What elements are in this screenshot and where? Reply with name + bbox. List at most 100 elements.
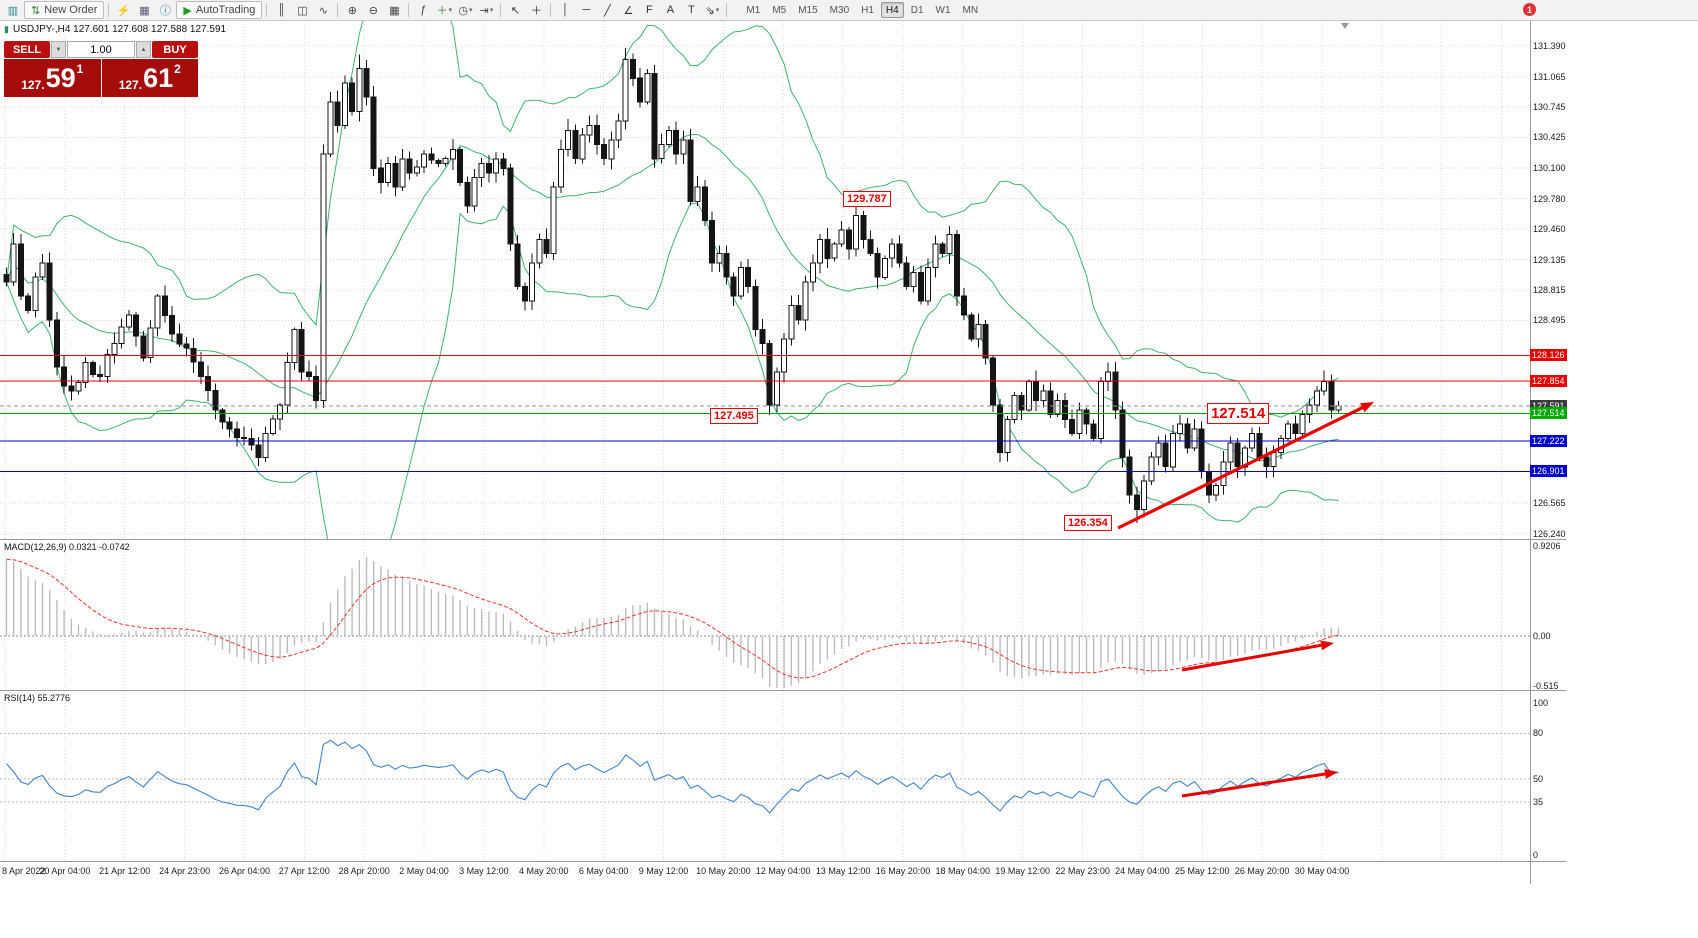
- time-axis-label: 16 May 20:00: [875, 866, 931, 876]
- time-axis[interactable]: 8 Apr 2022 20 Apr 04:00 21 Apr 12:00 24 Apr…: [0, 862, 1567, 884]
- price-chart-area[interactable]: ▮ USDJPY-,H4 127.601 127.608 127.588 127…: [0, 21, 1567, 540]
- crosshair-icon[interactable]: ＋: [530, 5, 542, 17]
- price-axis[interactable]: [1530, 21, 1567, 539]
- profiles-icon[interactable]: ◷ ▾: [458, 4, 473, 17]
- rsi-axis-label: 0: [1533, 850, 1539, 860]
- strategy-tester-icon[interactable]: ▦: [139, 4, 150, 17]
- text-icon[interactable]: A: [666, 4, 675, 16]
- price-chart-canvas[interactable]: [0, 21, 1530, 539]
- chart-shift-icon[interactable]: ⇥ ▾: [479, 4, 494, 17]
- info-icon[interactable]: ⓘ: [159, 5, 171, 17]
- notification-badge[interactable]: 1: [1523, 3, 1536, 16]
- macd-axis: [1530, 540, 1567, 690]
- vertical-line-icon[interactable]: │: [561, 4, 569, 16]
- toolbar-separator: [266, 3, 268, 17]
- macd-axis-label: 0.00: [1533, 631, 1551, 641]
- time-axis-label: 12 May 04:00: [755, 866, 811, 876]
- time-axis-label: 13 May 12:00: [815, 866, 871, 876]
- metaeditor-icon[interactable]: ⚡: [116, 4, 131, 17]
- price-axis-label: 130.425: [1533, 132, 1566, 143]
- price-axis-label: 129.135: [1533, 254, 1566, 265]
- price-axis-label: 130.745: [1533, 102, 1566, 113]
- cursor-icon[interactable]: ↖: [510, 4, 521, 17]
- toolbar-separator: [408, 3, 410, 17]
- time-axis-label: 4 May 20:00: [519, 866, 569, 876]
- sell-price-small: 127.: [21, 78, 45, 92]
- volume-input[interactable]: [67, 41, 135, 58]
- trendline-icon[interactable]: ╱: [604, 4, 611, 17]
- timeframe-m15[interactable]: M15: [798, 4, 818, 16]
- time-axis-label: 25 May 12:00: [1175, 866, 1230, 876]
- horizontal-line-icon[interactable]: ─: [582, 4, 591, 16]
- toolbar-separator: [726, 3, 728, 17]
- price-annotation[interactable]: 127.495: [710, 408, 758, 424]
- timeframe-mn[interactable]: MN: [962, 4, 979, 16]
- toolbar-separator: [337, 3, 339, 17]
- volume-down-button[interactable]: ▼: [51, 41, 66, 58]
- text-label-icon[interactable]: T: [688, 4, 695, 16]
- autotrading-button[interactable]: ▶ AutoTrading: [176, 1, 263, 19]
- price-annotation[interactable]: 129.787: [843, 191, 891, 207]
- macd-axis-label: -0.515: [1533, 681, 1559, 692]
- price-annotation[interactable]: 126.354: [1064, 515, 1112, 531]
- time-axis-label: 26 May 20:00: [1234, 866, 1290, 876]
- rsi-axis-label: 50: [1533, 774, 1544, 784]
- time-axis-label: 30 May 04:00: [1294, 866, 1350, 876]
- fibonacci-icon[interactable]: F: [646, 4, 653, 16]
- volume-up-button[interactable]: ▲: [136, 41, 151, 58]
- one-click-trading-panel: SELL ▼ ▲ BUY 127.591 127.612: [4, 41, 198, 97]
- macd-label: MACD(12,26,9) 0.0321 -0.0742: [4, 542, 130, 552]
- time-axis-label: 6 May 04:00: [578, 866, 629, 876]
- toolbar-separator: [108, 3, 110, 17]
- tile-windows-icon[interactable]: ▦: [389, 4, 400, 17]
- rsi-indicator-panel[interactable]: RSI(14) 55.2776 100 80 50 35 0: [0, 691, 1567, 862]
- chart-ohlc-text: USDJPY-,H4 127.601 127.608 127.588 127.5…: [12, 24, 227, 35]
- buy-price-display[interactable]: 127. 61 2: [101, 59, 198, 97]
- buy-price-sup: 2: [174, 62, 181, 76]
- sell-button[interactable]: SELL: [4, 41, 50, 58]
- new-order-button[interactable]: ⇅ New Order: [24, 1, 105, 19]
- macd-canvas[interactable]: [0, 540, 1530, 690]
- chart-header-icon: ▮: [4, 24, 9, 34]
- line-chart-icon[interactable]: ∿: [318, 4, 329, 17]
- price-axis-label: 126.240: [1533, 529, 1566, 539]
- new-chart-button[interactable]: ＋ ▾: [436, 5, 453, 17]
- buy-button[interactable]: BUY: [152, 41, 198, 58]
- timeframe-w1[interactable]: W1: [935, 4, 951, 16]
- time-axis-label: 3 May 12:00: [459, 866, 509, 876]
- bar-chart-icon[interactable]: ║: [277, 4, 286, 16]
- sell-price-sup: 1: [76, 62, 84, 76]
- time-axis-label: 24 Apr 23:00: [159, 866, 211, 876]
- arrows-icon[interactable]: ⇘ ▾: [705, 4, 720, 17]
- toolbar-separator: [500, 3, 502, 17]
- timeframe-h1[interactable]: H1: [861, 4, 874, 16]
- price-axis-label: 131.390: [1533, 41, 1566, 51]
- macd-axis-label: 0.9206: [1533, 541, 1561, 552]
- candlestick-chart-icon[interactable]: ◫: [297, 4, 308, 17]
- time-axis-label: 9 May 12:00: [638, 866, 689, 876]
- timeframe-h4[interactable]: H4: [880, 2, 904, 18]
- sell-price-display[interactable]: 127. 59 1: [4, 59, 101, 97]
- price-axis-label: 130.100: [1533, 163, 1566, 174]
- price-annotation[interactable]: 127.514: [1207, 403, 1270, 424]
- rsi-canvas[interactable]: [0, 691, 1530, 861]
- macd-indicator-panel[interactable]: MACD(12,26,9) 0.0321 -0.0742 0.9206 0.00 -…: [0, 540, 1567, 692]
- timeframe-d1[interactable]: D1: [910, 4, 924, 16]
- chart-window-icon[interactable]: ▥: [7, 4, 19, 17]
- time-axis-label: 28 Apr 20:00: [338, 866, 390, 876]
- rsi-axis: [1530, 691, 1567, 861]
- rsi-axis-label: 80: [1533, 728, 1544, 739]
- price-level-label: 128.126: [1530, 349, 1567, 362]
- price-level-label: 127.854: [1530, 375, 1567, 388]
- main-toolbar: ▥ ⇅ New Order ⚡ ▦ ⓘ ▶ AutoTrading ║ ◫ ∿ ⊕ ⊖ ▦ ƒ ＋ ▾ ◷ ▾ ⇥ ▾ ↖…: [0, 0, 1698, 21]
- price-axis-label: 129.780: [1533, 193, 1566, 204]
- indicators-icon[interactable]: ƒ: [420, 4, 427, 16]
- zoom-out-icon[interactable]: ⊖: [368, 4, 379, 17]
- price-axis-label: 129.460: [1533, 223, 1566, 234]
- timeframe-m5[interactable]: M5: [772, 4, 787, 16]
- zoom-in-icon[interactable]: ⊕: [347, 4, 358, 17]
- equidistant-channel-icon[interactable]: ∠: [623, 4, 634, 17]
- chart-ohlc-header: ▮ USDJPY-,H4 127.601 127.608 127.588 127…: [4, 24, 226, 35]
- timeframe-m1[interactable]: M1: [746, 4, 761, 16]
- timeframe-m30[interactable]: M30: [829, 4, 850, 16]
